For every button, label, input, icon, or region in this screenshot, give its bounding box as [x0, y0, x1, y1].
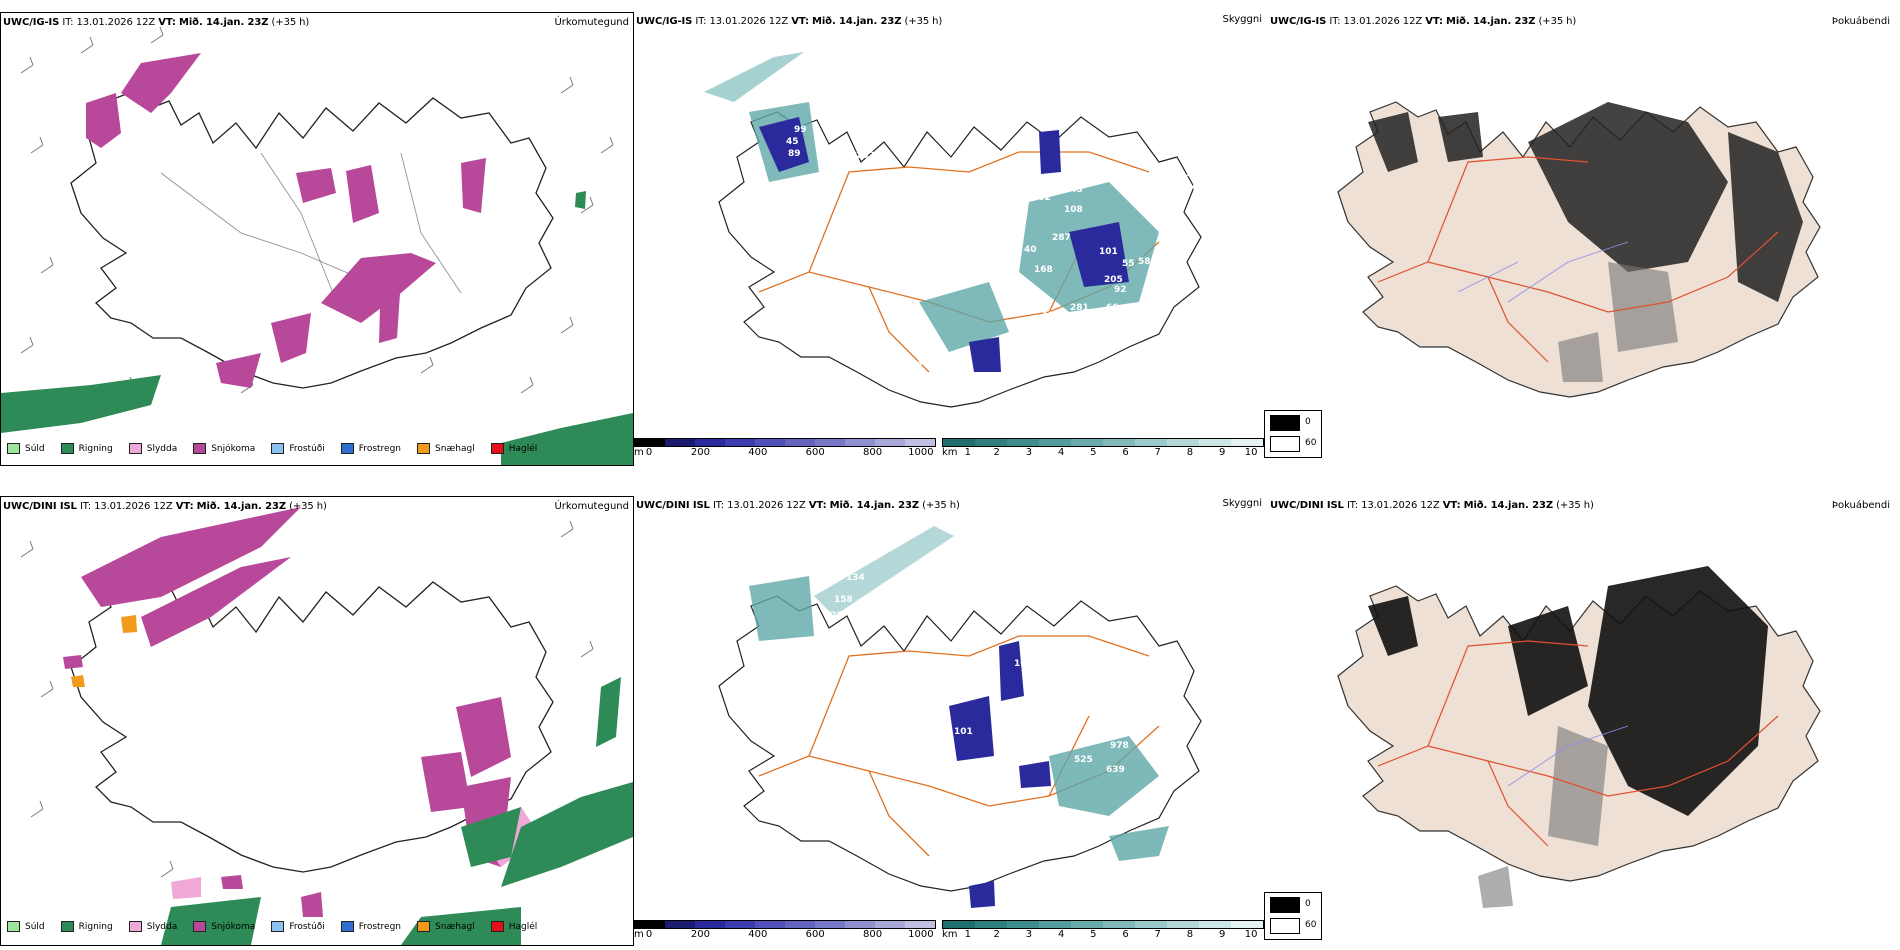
cloudtop-colorbar-bottom: km 1 2 3 4 5 6 7 8 9 10 — [942, 920, 1264, 941]
legend-item: Snæhagl — [417, 921, 475, 932]
cloud-label: 978 — [1110, 741, 1129, 751]
cloud-label: 297 — [830, 149, 849, 159]
cloud-label: 145 — [1064, 185, 1083, 195]
legend-item: Súld — [7, 443, 45, 454]
cloud-label: 40 — [1024, 245, 1037, 255]
cloud-label: 99 — [794, 125, 807, 135]
cloud-label: 32 — [1186, 169, 1199, 179]
legend-item: Snjókoma — [193, 921, 255, 932]
cloud-label: 36 — [1186, 183, 1199, 193]
precip-title-top: Úrkomutegund — [554, 17, 629, 28]
cloud-label: 58 — [1138, 257, 1151, 267]
cloud-label: 101 — [1099, 247, 1118, 257]
cloud-label: 492 — [1172, 807, 1191, 817]
cloud-title-top: Skyggni — [1222, 14, 1262, 25]
cloud-label: 45 — [786, 137, 799, 147]
cloud-label: 56 — [934, 891, 947, 901]
cloud-label: 222 — [974, 775, 993, 785]
cloud-label: 525 — [1074, 755, 1093, 765]
cloud-label: 168 — [1034, 265, 1053, 275]
cloud-label: 223 — [824, 611, 843, 621]
header-top-precip: UWC/IG-IS IT: 13.01.2026 12Z VT: Mið. 14… — [3, 17, 309, 28]
cloud-label: 138 — [974, 685, 993, 695]
header-bottom-cloud: UWC/DINI ISL IT: 13.01.2026 12Z VT: Mið.… — [636, 500, 960, 511]
vis-map-top — [1268, 32, 1900, 452]
cloud-label: 199 — [804, 565, 823, 575]
legend-item: Rigning — [61, 443, 113, 454]
legend-item: Súld — [7, 921, 45, 932]
vis-panel-top: UWC/IG-IS IT: 13.01.2026 12Z VT: Mið. 14… — [1268, 12, 1900, 452]
cloudbase-colorbar-bottom: m 0 200 400 600 800 1000 — [634, 920, 936, 941]
legend-item: Rigning — [61, 921, 113, 932]
legend-item: Frostúði — [271, 443, 324, 454]
cloud-label: 602 — [1032, 193, 1051, 203]
legend-item: Haglél — [491, 443, 538, 454]
header-top-vis: UWC/IG-IS IT: 13.01.2026 12Z VT: Mið. 14… — [1270, 16, 1576, 27]
cloud-label: 52 — [1062, 327, 1075, 337]
cloud-title-bottom: Skyggni — [1222, 498, 1262, 509]
cloud-label: 202 — [856, 151, 875, 161]
precip-panel-bottom: UWC/DINI ISL IT: 13.01.2026 12Z VT: Mið.… — [0, 496, 634, 946]
cloud-panel-bottom: UWC/DINI ISL IT: 13.01.2026 12Z VT: Mið.… — [634, 496, 1264, 946]
cloud-map-top: 99 86 45 89 297 202 122 145 108 602 287 … — [634, 32, 1264, 432]
precip-legend-top: Súld Rigning Slydda Snjókoma Frostúði Fr… — [7, 443, 553, 454]
cloud-label: 122 — [894, 175, 913, 185]
cloud-label: 101 — [954, 727, 973, 737]
vis-title-bottom: Þokuábendi — [1832, 500, 1890, 511]
cloud-label: 66 — [1106, 303, 1119, 313]
cloud-label: 89 — [788, 149, 801, 159]
vis-map-bottom — [1268, 516, 1900, 936]
precip-map-top — [1, 13, 633, 465]
cloud-label: 124 — [1042, 311, 1061, 321]
header-bottom-precip: UWC/DINI ISL IT: 13.01.2026 12Z VT: Mið.… — [3, 501, 327, 512]
cloud-label: 108 — [1064, 205, 1083, 215]
cloud-label: 205 — [1104, 275, 1123, 285]
cloud-label: 92 — [1114, 285, 1127, 295]
legend-item: Frostúði — [271, 921, 324, 932]
cloud-panel-top: UWC/IG-IS IT: 13.01.2026 12Z VT: Mið. 14… — [634, 12, 1264, 464]
cloud-label: 118 — [934, 369, 953, 379]
legend-item: Frostregn — [341, 443, 401, 454]
cloudtop-colorbar-top: km 1 2 3 4 5 6 7 8 9 10 — [942, 438, 1264, 459]
cloud-label: 281 — [1070, 303, 1089, 313]
cloudbase-colorbar-top: m 0 200 400 600 800 1000 — [634, 438, 936, 459]
cloud-label: 267 — [1058, 337, 1077, 347]
cloud-map-bottom: 199 134 158 223 10 138 101 525 978 639 2… — [634, 516, 1264, 916]
cloud-label: 187 — [1074, 317, 1093, 327]
header-top-cloud: UWC/IG-IS IT: 13.01.2026 12Z VT: Mið. 14… — [636, 16, 942, 27]
cloud-label: 301 — [1068, 351, 1087, 361]
cloud-label: 61 — [934, 395, 947, 405]
precip-map-bottom — [1, 497, 633, 945]
cloud-label: 472 — [904, 361, 923, 371]
legend-item: Haglél — [491, 921, 538, 932]
cloud-label: 86 — [832, 117, 845, 127]
legend-item: Frostregn — [341, 921, 401, 932]
legend-item: Snjókoma — [193, 443, 255, 454]
precip-panel-top: UWC/IG-IS IT: 13.01.2026 12Z VT: Mið. 14… — [0, 12, 634, 466]
vis-title-top: Þokuábendi — [1832, 16, 1890, 27]
cloud-label: 55 — [1122, 259, 1135, 269]
header-bottom-vis: UWC/DINI ISL IT: 13.01.2026 12Z VT: Mið.… — [1270, 500, 1594, 511]
legend-item: Slydda — [129, 443, 177, 454]
legend-item: Snæhagl — [417, 443, 475, 454]
legend-item: Slydda — [129, 921, 177, 932]
cloud-label: 158 — [834, 595, 853, 605]
cloud-label: 639 — [1106, 765, 1125, 775]
cloud-label: 287 — [1052, 233, 1071, 243]
precip-legend-bottom: Súld Rigning Slydda Snjókoma Frostúði Fr… — [7, 921, 553, 932]
cloud-label: 10 — [1014, 659, 1027, 669]
cloud-label: 202 — [1062, 815, 1081, 825]
vis-panel-bottom: UWC/DINI ISL IT: 13.01.2026 12Z VT: Mið.… — [1268, 496, 1900, 936]
cloud-label: 134 — [846, 573, 865, 583]
precip-title-bottom: Úrkomutegund — [554, 501, 629, 512]
